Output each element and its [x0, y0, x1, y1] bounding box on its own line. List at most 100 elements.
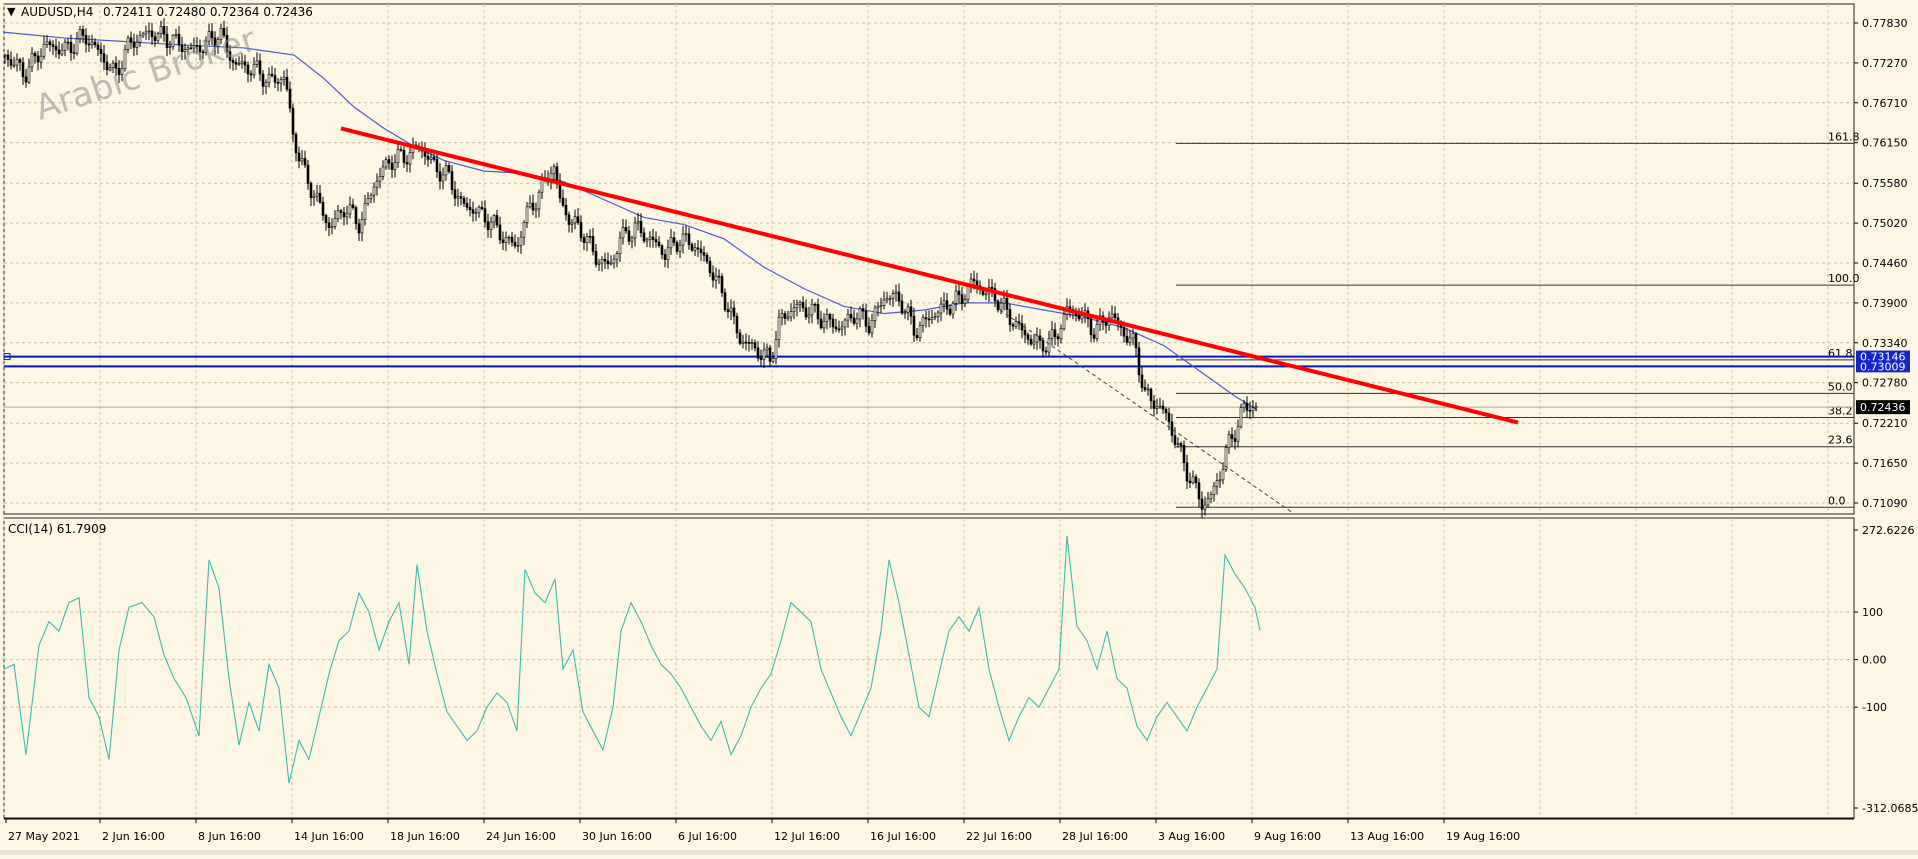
candle-body: [210, 31, 214, 39]
candle-body: [483, 208, 487, 223]
candle-body: [1167, 412, 1171, 423]
line-handle[interactable]: [3, 353, 11, 361]
candle-body: [750, 342, 754, 344]
ohlc-values: 0.72411 0.72480 0.72364 0.72436: [103, 5, 313, 19]
candle-body: [885, 298, 889, 301]
candle-body: [879, 305, 883, 307]
candle-body: [552, 166, 556, 174]
candle-body: [972, 278, 976, 282]
candle-body: [807, 314, 811, 318]
candle-body: [237, 63, 241, 65]
candle-body: [597, 262, 601, 265]
price-axis[interactable]: 0.77830 0.77270 0.76710 0.76150 0.75580 0.750…: [1854, 17, 1908, 510]
candle-body: [1194, 476, 1198, 484]
price-tick-label: 0.73900: [1862, 297, 1908, 310]
symbol-label: AUDUSD,H4: [21, 5, 93, 19]
price-tick-label: 0.72210: [1862, 417, 1908, 430]
candle-body: [873, 307, 877, 321]
candle-body: [138, 35, 142, 43]
candle-body: [348, 204, 352, 215]
candle-body: [825, 314, 829, 322]
candle-body: [441, 174, 445, 182]
candle-body: [114, 62, 118, 69]
candle-body: [744, 341, 748, 344]
candle-body: [33, 53, 37, 57]
candle-body: [1089, 318, 1093, 336]
candle-body: [165, 33, 169, 48]
candle-body: [372, 186, 376, 196]
candle-body: [735, 315, 739, 334]
candle-body: [1233, 438, 1237, 442]
time-tick-label: 12 Jul 16:00: [774, 830, 840, 843]
candle-body: [915, 335, 919, 339]
price-tick-label: 0.74460: [1862, 257, 1908, 270]
candle-body: [390, 162, 394, 170]
candle-body: [1056, 336, 1060, 340]
candle-body: [1020, 323, 1024, 331]
candle-body: [594, 251, 598, 265]
candle-body: [1011, 324, 1015, 327]
candle-body: [495, 215, 499, 226]
candle-body: [1113, 313, 1117, 319]
price-grid: [3, 4, 1854, 514]
candle-body: [708, 261, 712, 274]
time-tick-label: 6 Jul 16:00: [678, 830, 737, 843]
candle-body: [1209, 494, 1213, 500]
candle-body: [132, 41, 136, 48]
candle-body: [1146, 388, 1150, 391]
candle-body: [801, 302, 805, 309]
last-price-label: 0.72436: [1860, 401, 1906, 414]
candle-body: [1158, 405, 1162, 408]
candle-body: [702, 252, 706, 256]
candle-body: [162, 26, 166, 35]
candle-body: [939, 303, 943, 314]
fib-label: 38.2: [1828, 405, 1853, 418]
cci-axis[interactable]: 272.6226 100 0.00 -100 -312.0685: [1854, 524, 1918, 815]
candle-body: [99, 49, 103, 54]
candle-body: [303, 158, 307, 166]
candle-body: [78, 29, 82, 40]
dashed-trendline[interactable]: [999, 309, 1296, 515]
header-triangle-icon[interactable]: ▼: [7, 5, 16, 18]
time-tick-label: 24 Jun 16:00: [486, 830, 556, 843]
candle-body: [255, 60, 259, 65]
candle-body: [909, 306, 913, 317]
candle-body: [111, 62, 115, 69]
candle-body: [696, 247, 700, 250]
candle-body: [1008, 309, 1012, 325]
candle-body: [108, 67, 112, 71]
time-tick-label: 9 Aug 16:00: [1254, 830, 1321, 843]
candle-body: [369, 194, 373, 199]
candle-body: [522, 222, 526, 238]
candle-body: [1047, 338, 1051, 353]
candle-body: [561, 197, 565, 206]
candle-body: [942, 300, 946, 305]
candle-body: [732, 307, 736, 317]
candle-body: [150, 30, 154, 38]
time-tick-label: 18 Jun 16:00: [390, 830, 460, 843]
trendlines[interactable]: [340, 126, 1519, 515]
candle-body: [24, 76, 28, 83]
candle-body: [753, 342, 757, 349]
candle-body: [177, 33, 181, 46]
candle-body: [507, 236, 511, 239]
candle-body: [324, 215, 328, 224]
bottom-tab-bar[interactable]: [0, 850, 1918, 855]
candle-body: [579, 222, 583, 238]
time-axis[interactable]: 27 May 2021 2 Jun 16:00 8 Jun 16:00 14 Jun …: [4, 818, 1854, 843]
candle-body: [198, 45, 202, 53]
candle-body: [723, 292, 727, 310]
cci-tick-label: 0.00: [1862, 654, 1887, 667]
candle-body: [1035, 335, 1039, 343]
candle-body: [729, 307, 733, 313]
candle-body: [171, 35, 175, 47]
candle-body: [102, 53, 106, 63]
candle-body: [183, 49, 187, 52]
candle-body: [567, 214, 571, 225]
candle-body: [510, 236, 514, 243]
candle-body: [1023, 329, 1027, 336]
red-trendline[interactable]: [340, 126, 1519, 425]
candle-body: [297, 152, 301, 162]
